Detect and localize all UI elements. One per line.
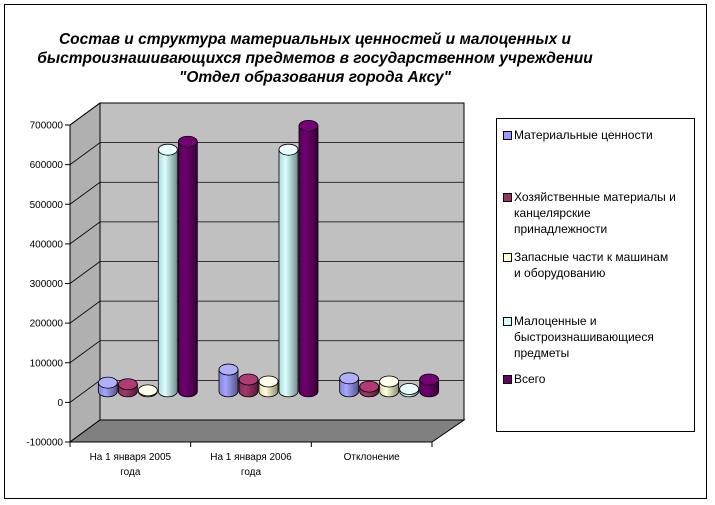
- legend-item: Хозяйственные материалы и канцелярские при…: [503, 189, 691, 237]
- gridline: [69, 221, 464, 245]
- legend-item: Малоценные и быстроизнашивающиеся предметы: [503, 313, 691, 361]
- y-tick-label: 600000: [30, 160, 64, 171]
- gridline: [69, 261, 464, 284]
- x-tick-label: года: [241, 467, 262, 478]
- bar-cylinder-body: [278, 149, 299, 398]
- bar-cylinder-top: [419, 373, 440, 386]
- legend-swatch: [503, 193, 512, 202]
- legend-item: Материальные ценности: [503, 127, 691, 143]
- chart-title-line-3: "Отдел образования города Аксу": [179, 69, 451, 86]
- legend-item: Всего: [503, 371, 691, 387]
- bar-cylinder: [117, 378, 138, 398]
- x-tick-label: На 1 января 2006: [210, 452, 292, 463]
- legend-label-line: канцелярские: [514, 206, 591, 220]
- legend-swatch: [503, 375, 512, 384]
- gridline: [69, 102, 464, 126]
- y-tick-label: 100000: [30, 358, 64, 369]
- bar-cylinder: [137, 384, 158, 398]
- x-tick-label: Отклонение: [344, 452, 401, 463]
- bar-cylinder: [419, 373, 440, 398]
- legend-label-line: быстроизнашивающиеся: [514, 330, 654, 344]
- bar-cylinder-top: [359, 380, 380, 393]
- bar-cylinder-body: [177, 141, 198, 398]
- bar-cylinder-top: [379, 375, 400, 388]
- legend-label-line: Хозяйственные материалы и: [514, 190, 676, 204]
- legend-label-line: Всего: [514, 372, 546, 386]
- bar-cylinder-top: [157, 143, 178, 156]
- bar-cylinder-top: [258, 375, 279, 388]
- y-tick-label: 200000: [30, 319, 64, 330]
- legend-label-line: и оборудованию: [514, 266, 606, 280]
- y-tick-label: 0: [57, 398, 63, 409]
- bar-cylinder-top: [137, 384, 158, 397]
- legend-label-line: принадлежности: [514, 222, 608, 236]
- y-tick-label: 300000: [30, 279, 64, 290]
- x-tick-label: На 1 января 2005: [90, 452, 172, 463]
- bar-cylinder-top: [339, 372, 360, 385]
- bar-cylinder: [278, 143, 299, 398]
- legend-label: Хозяйственные материалы и канцелярские при…: [514, 189, 691, 237]
- y-tick-label: 700000: [30, 121, 64, 132]
- legend-swatch: [503, 131, 512, 140]
- chart-title: Состав и структура материальных ценносте…: [30, 30, 600, 87]
- bar-cylinder: [97, 376, 118, 398]
- y-tick-label: -100000: [26, 438, 63, 449]
- legend-swatch: [503, 317, 512, 326]
- legend-label-line: Материальные ценности: [514, 128, 653, 142]
- bar-cylinder-top: [238, 373, 259, 386]
- bar-cylinder: [359, 380, 380, 398]
- chart-title-line-2: быстроизнашивающихся предметов в государ…: [37, 50, 593, 67]
- bar-cylinder: [298, 119, 319, 398]
- bar-cylinder-body: [157, 149, 178, 398]
- bar-cylinder-top: [117, 378, 138, 391]
- bar-cylinder: [238, 373, 259, 398]
- chart-legend: Материальные ценности Хозяйственные матер…: [496, 118, 695, 432]
- legend-label: Запасные части к машинам и оборудованию: [514, 249, 691, 281]
- gridline: [69, 142, 464, 165]
- bar-cylinder-top: [298, 119, 319, 132]
- bar-cylinder: [218, 363, 239, 398]
- bar-cylinder-top: [177, 135, 198, 148]
- y-tick-label: 500000: [30, 200, 64, 211]
- chart-title-line-1: Состав и структура материальных ценносте…: [58, 31, 572, 48]
- bar-cylinder-body: [218, 369, 239, 398]
- bar-cylinder-top: [97, 376, 118, 389]
- gridline: [69, 340, 464, 364]
- legend-label-line: Запасные части к машинам: [514, 250, 669, 264]
- legend-label: Всего: [514, 371, 691, 387]
- bar-cylinder: [157, 143, 178, 398]
- bar-cylinder: [339, 372, 360, 398]
- legend-label: Малоценные и быстроизнашивающиеся предметы: [514, 313, 691, 361]
- legend-label: Материальные ценности: [514, 127, 691, 143]
- gridline: [69, 300, 464, 324]
- floor: [68, 419, 466, 443]
- bar-cylinder: [379, 375, 400, 398]
- legend-item: Запасные части к машинам и оборудованию: [503, 249, 691, 281]
- bar-cylinder-top: [399, 383, 420, 395]
- legend-label-line: Малоценные и: [514, 314, 597, 328]
- bar-cylinder-top: [278, 143, 299, 156]
- legend-label-line: предметы: [514, 346, 570, 360]
- x-tick-label: года: [120, 467, 141, 478]
- y-tick-label: 400000: [30, 239, 64, 250]
- bar-cylinder: [258, 375, 279, 398]
- gridline: [69, 181, 464, 205]
- bar-cylinder: [177, 135, 198, 398]
- bar-cylinder-top: [218, 363, 239, 376]
- bar-cylinder: [399, 383, 420, 398]
- legend-swatch: [503, 253, 512, 262]
- bar-cylinder-body: [298, 125, 319, 398]
